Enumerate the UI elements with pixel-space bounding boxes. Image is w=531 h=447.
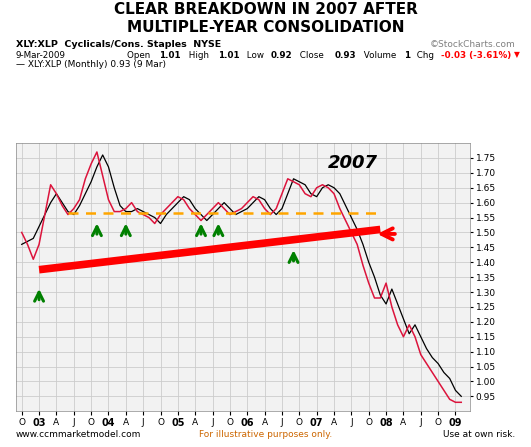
Text: Chg: Chg bbox=[414, 51, 437, 59]
Text: For illustrative purposes only.: For illustrative purposes only. bbox=[199, 430, 332, 439]
Text: 2007: 2007 bbox=[328, 154, 378, 173]
Text: 9-Mar-2009: 9-Mar-2009 bbox=[16, 51, 66, 59]
Text: 0.93: 0.93 bbox=[335, 51, 356, 59]
Text: High: High bbox=[186, 51, 211, 59]
Text: 0.92: 0.92 bbox=[271, 51, 293, 59]
Text: ▼: ▼ bbox=[514, 51, 520, 59]
Text: Low: Low bbox=[244, 51, 267, 59]
Text: 1.01: 1.01 bbox=[218, 51, 239, 59]
Text: Volume: Volume bbox=[361, 51, 399, 59]
Text: ©StockCharts.com: ©StockCharts.com bbox=[430, 40, 515, 49]
Text: CLEAR BREAKDOWN IN 2007 AFTER: CLEAR BREAKDOWN IN 2007 AFTER bbox=[114, 2, 417, 17]
Text: — XLY:XLP (Monthly) 0.93 (9 Mar): — XLY:XLP (Monthly) 0.93 (9 Mar) bbox=[16, 60, 166, 69]
Text: Use at own risk.: Use at own risk. bbox=[443, 430, 515, 439]
Text: XLY:XLP  Cyclicals/Cons. Staples  NYSE: XLY:XLP Cyclicals/Cons. Staples NYSE bbox=[16, 40, 221, 49]
Text: MULTIPLE-YEAR CONSOLIDATION: MULTIPLE-YEAR CONSOLIDATION bbox=[127, 20, 404, 35]
Text: -0.03 (-3.61%): -0.03 (-3.61%) bbox=[441, 51, 511, 59]
Text: Open: Open bbox=[127, 51, 153, 59]
Text: 1: 1 bbox=[404, 51, 410, 59]
Text: 1.01: 1.01 bbox=[159, 51, 181, 59]
Text: Close: Close bbox=[297, 51, 327, 59]
Text: www.ccmmarketmodel.com: www.ccmmarketmodel.com bbox=[16, 430, 141, 439]
